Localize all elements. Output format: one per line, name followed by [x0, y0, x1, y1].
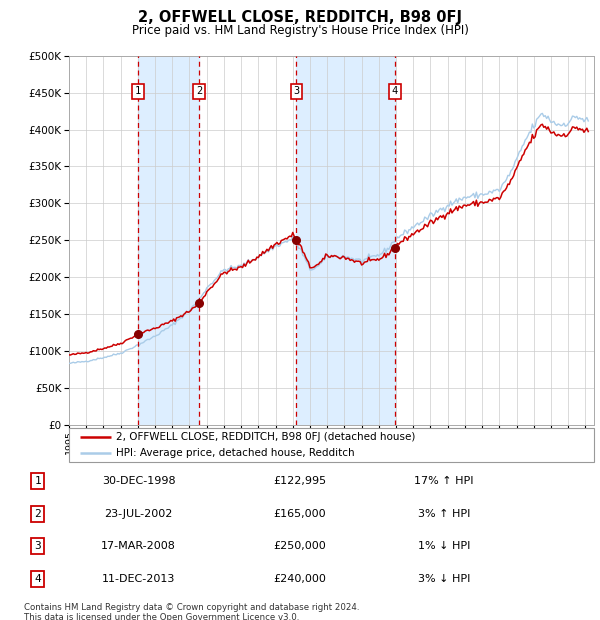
Text: 2, OFFWELL CLOSE, REDDITCH, B98 0FJ: 2, OFFWELL CLOSE, REDDITCH, B98 0FJ	[138, 10, 462, 25]
Text: 23-JUL-2002: 23-JUL-2002	[104, 509, 173, 519]
Text: 4: 4	[35, 574, 41, 584]
Text: £240,000: £240,000	[274, 574, 326, 584]
Text: 2: 2	[196, 86, 202, 96]
Text: 2: 2	[35, 509, 41, 519]
Text: Price paid vs. HM Land Registry's House Price Index (HPI): Price paid vs. HM Land Registry's House …	[131, 24, 469, 37]
Text: £122,995: £122,995	[274, 476, 326, 486]
Text: 17% ↑ HPI: 17% ↑ HPI	[414, 476, 474, 486]
Text: HPI: Average price, detached house, Redditch: HPI: Average price, detached house, Redd…	[116, 448, 355, 458]
Text: This data is licensed under the Open Government Licence v3.0.: This data is licensed under the Open Gov…	[24, 613, 299, 620]
Text: £250,000: £250,000	[274, 541, 326, 551]
Text: 3% ↓ HPI: 3% ↓ HPI	[418, 574, 470, 584]
Text: 30-DEC-1998: 30-DEC-1998	[102, 476, 176, 486]
Text: 3: 3	[35, 541, 41, 551]
Text: 1: 1	[35, 476, 41, 486]
Text: 2, OFFWELL CLOSE, REDDITCH, B98 0FJ (detached house): 2, OFFWELL CLOSE, REDDITCH, B98 0FJ (det…	[116, 432, 416, 442]
FancyBboxPatch shape	[69, 428, 594, 462]
Bar	[138, 56, 199, 425]
Text: 11-DEC-2013: 11-DEC-2013	[102, 574, 175, 584]
Bar	[296, 56, 395, 425]
Text: 1: 1	[134, 86, 141, 96]
Text: 1% ↓ HPI: 1% ↓ HPI	[418, 541, 470, 551]
Text: 3: 3	[293, 86, 299, 96]
Text: 17-MAR-2008: 17-MAR-2008	[101, 541, 176, 551]
Text: 3% ↑ HPI: 3% ↑ HPI	[418, 509, 470, 519]
Text: Contains HM Land Registry data © Crown copyright and database right 2024.: Contains HM Land Registry data © Crown c…	[24, 603, 359, 612]
Text: £165,000: £165,000	[274, 509, 326, 519]
Text: 4: 4	[392, 86, 398, 96]
